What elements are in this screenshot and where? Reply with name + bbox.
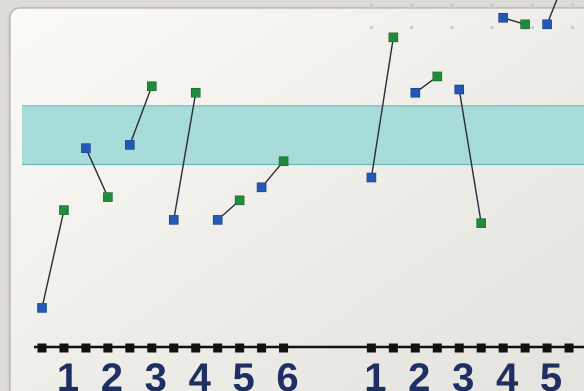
x-tick-label: 4 [496,356,519,391]
x-tick-label: 3 [452,356,474,391]
reference-dot [450,26,454,29]
x-tick-marker [520,343,530,353]
x-tick-marker [388,343,398,353]
pair-connector-line [85,147,109,198]
end-marker [103,192,113,202]
start-marker [498,12,508,23]
pair-connector-line [41,209,65,309]
x-tick-label: 6 [276,356,298,391]
reference-dot [571,26,575,29]
band-layer [22,105,584,166]
x-tick-marker [191,343,201,353]
start-marker [37,303,47,313]
start-marker [366,172,377,183]
x-tick-marker [454,343,464,353]
pair-connector-line [173,92,197,221]
start-marker [81,143,91,153]
end-marker [147,81,157,92]
pair-connector-line [458,89,482,224]
end-marker [388,32,399,43]
x-tick-label: 3 [145,356,167,391]
x-tick-marker [213,343,223,353]
end-marker [234,195,245,206]
end-marker [190,87,201,98]
markers-layer [37,12,552,313]
x-tick-marker [564,343,574,353]
x-tick-label: 4 [189,356,212,391]
reference-dots-layer [370,3,575,29]
start-marker [542,19,552,30]
pair-connector-line [370,37,395,178]
reference-dot [490,3,494,7]
end-marker [432,71,443,82]
start-marker [454,84,465,95]
x-tick-label: 1 [364,356,386,391]
x-tick-marker [125,343,135,353]
x-tick-marker [279,343,289,353]
x-tick-marker [235,343,245,353]
reference-dot [490,26,494,29]
x-tick-marker [542,343,552,353]
x-tick-marker [498,343,508,353]
reference-dot [410,3,414,7]
x-tick-marker [59,343,69,353]
reference-dot [450,3,454,7]
chart-panel [9,7,584,391]
start-marker [256,182,267,193]
reference-dot [410,26,414,29]
x-tick-marker [410,343,420,353]
end-marker [59,205,69,215]
x-tick-labels-layer: 123456123456 [57,356,584,391]
x-tick-marker [366,343,376,353]
x-tick-marker [37,343,47,353]
start-marker [168,215,179,225]
x-tick-marker [81,343,91,353]
reference-dot [531,3,534,7]
start-marker [410,87,421,98]
x-tick-label: 2 [101,356,123,391]
x-tick-label: 5 [232,356,254,391]
reference-dot [571,3,575,7]
end-marker [278,156,289,167]
end-marker [520,19,530,30]
reference-dot [370,3,373,7]
x-tick-marker [147,343,157,353]
x-tick-marker [103,343,113,353]
x-tick-marker [169,343,179,353]
target-band [22,105,584,165]
pair-connector-line [546,0,558,25]
x-tick-marker [476,343,486,353]
pair-connector-line [129,85,153,146]
end-marker [476,218,487,228]
start-marker [125,140,135,150]
x-tick-label: 1 [57,356,79,391]
reference-dot [531,26,534,29]
reference-dot [370,26,373,29]
x-tick-marker [432,343,442,353]
x-tick-label: 2 [408,356,430,391]
start-marker [212,215,223,225]
x-tick-label: 5 [540,356,562,391]
x-ticks-layer [37,343,574,353]
x-tick-marker [257,343,267,353]
